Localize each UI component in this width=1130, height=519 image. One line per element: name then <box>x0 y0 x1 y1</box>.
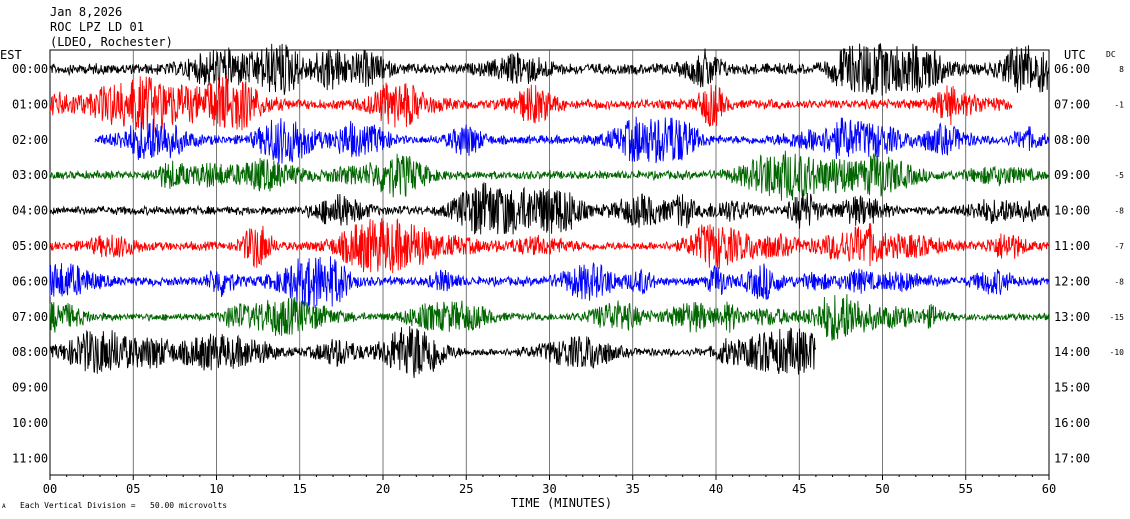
est-hour-label: 02:00 <box>12 133 48 147</box>
est-hour-label: 09:00 <box>12 381 48 395</box>
est-hour-label: 01:00 <box>12 97 48 111</box>
x-tick-label: 30 <box>542 482 556 496</box>
x-tick-label: 00 <box>43 482 57 496</box>
utc-hour-label: 14:00 <box>1054 345 1090 359</box>
x-axis-title: TIME (MINUTES) <box>511 496 612 510</box>
est-hour-label: 11:00 <box>12 451 48 465</box>
x-tick-label: 45 <box>792 482 806 496</box>
seismic-trace <box>49 256 1050 309</box>
chart-date: Jan 8,2026 <box>50 5 123 19</box>
utc-hour-label: 08:00 <box>1054 133 1090 147</box>
seismic-trace <box>49 150 1050 201</box>
x-tick-label: 15 <box>293 482 307 496</box>
utc-hour-label: 17:00 <box>1054 451 1090 465</box>
seismic-trace <box>49 294 1050 341</box>
dc-value: -8 <box>1114 277 1124 286</box>
seismic-trace <box>49 43 1050 96</box>
est-hour-label: 05:00 <box>12 239 48 253</box>
seismic-trace <box>94 116 1050 164</box>
dc-value: -5 <box>1114 171 1124 180</box>
seismic-trace <box>49 182 1050 235</box>
dc-label: DC <box>1106 50 1116 59</box>
est-hour-label: 03:00 <box>12 168 48 182</box>
est-hour-label: 10:00 <box>12 416 48 430</box>
seismic-trace <box>49 326 817 379</box>
station-location: (LDEO, Rochester) <box>50 35 173 49</box>
utc-hour-label: 13:00 <box>1054 310 1090 324</box>
est-hour-label: 00:00 <box>12 62 48 76</box>
x-tick-label: 40 <box>709 482 723 496</box>
est-hour-label: 04:00 <box>12 204 48 218</box>
x-tick-label: 10 <box>209 482 223 496</box>
dc-value: -8 <box>1114 207 1124 216</box>
seismic-trace <box>49 74 1013 133</box>
dc-value: -7 <box>1114 242 1124 251</box>
scale-note: Each Vertical Division = 50.00 microvolt… <box>20 501 228 510</box>
x-tick-label: 55 <box>959 482 973 496</box>
x-tick-label: 50 <box>875 482 889 496</box>
utc-label: UTC <box>1064 48 1086 62</box>
x-tick-label: 25 <box>459 482 473 496</box>
seismic-trace <box>49 217 1050 274</box>
utc-hour-label: 15:00 <box>1054 381 1090 395</box>
utc-hour-label: 10:00 <box>1054 204 1090 218</box>
dc-value: -1 <box>1114 100 1124 109</box>
dc-value: -15 <box>1110 313 1125 322</box>
dc-value: 8 <box>1119 65 1124 74</box>
utc-hour-label: 11:00 <box>1054 239 1090 253</box>
utc-hour-label: 06:00 <box>1054 62 1090 76</box>
corner-mark: A <box>2 503 6 510</box>
x-tick-label: 35 <box>626 482 640 496</box>
est-label: EST <box>0 48 22 62</box>
est-hour-label: 07:00 <box>12 310 48 324</box>
utc-hour-label: 12:00 <box>1054 274 1090 288</box>
est-hour-label: 06:00 <box>12 274 48 288</box>
station-code: ROC LPZ LD 01 <box>50 20 144 34</box>
dc-value: -10 <box>1110 348 1125 357</box>
est-hour-label: 08:00 <box>12 345 48 359</box>
x-tick-label: 60 <box>1042 482 1056 496</box>
utc-hour-label: 09:00 <box>1054 168 1090 182</box>
x-tick-label: 20 <box>376 482 390 496</box>
x-tick-label: 05 <box>126 482 140 496</box>
utc-hour-label: 07:00 <box>1054 97 1090 111</box>
utc-hour-label: 16:00 <box>1054 416 1090 430</box>
